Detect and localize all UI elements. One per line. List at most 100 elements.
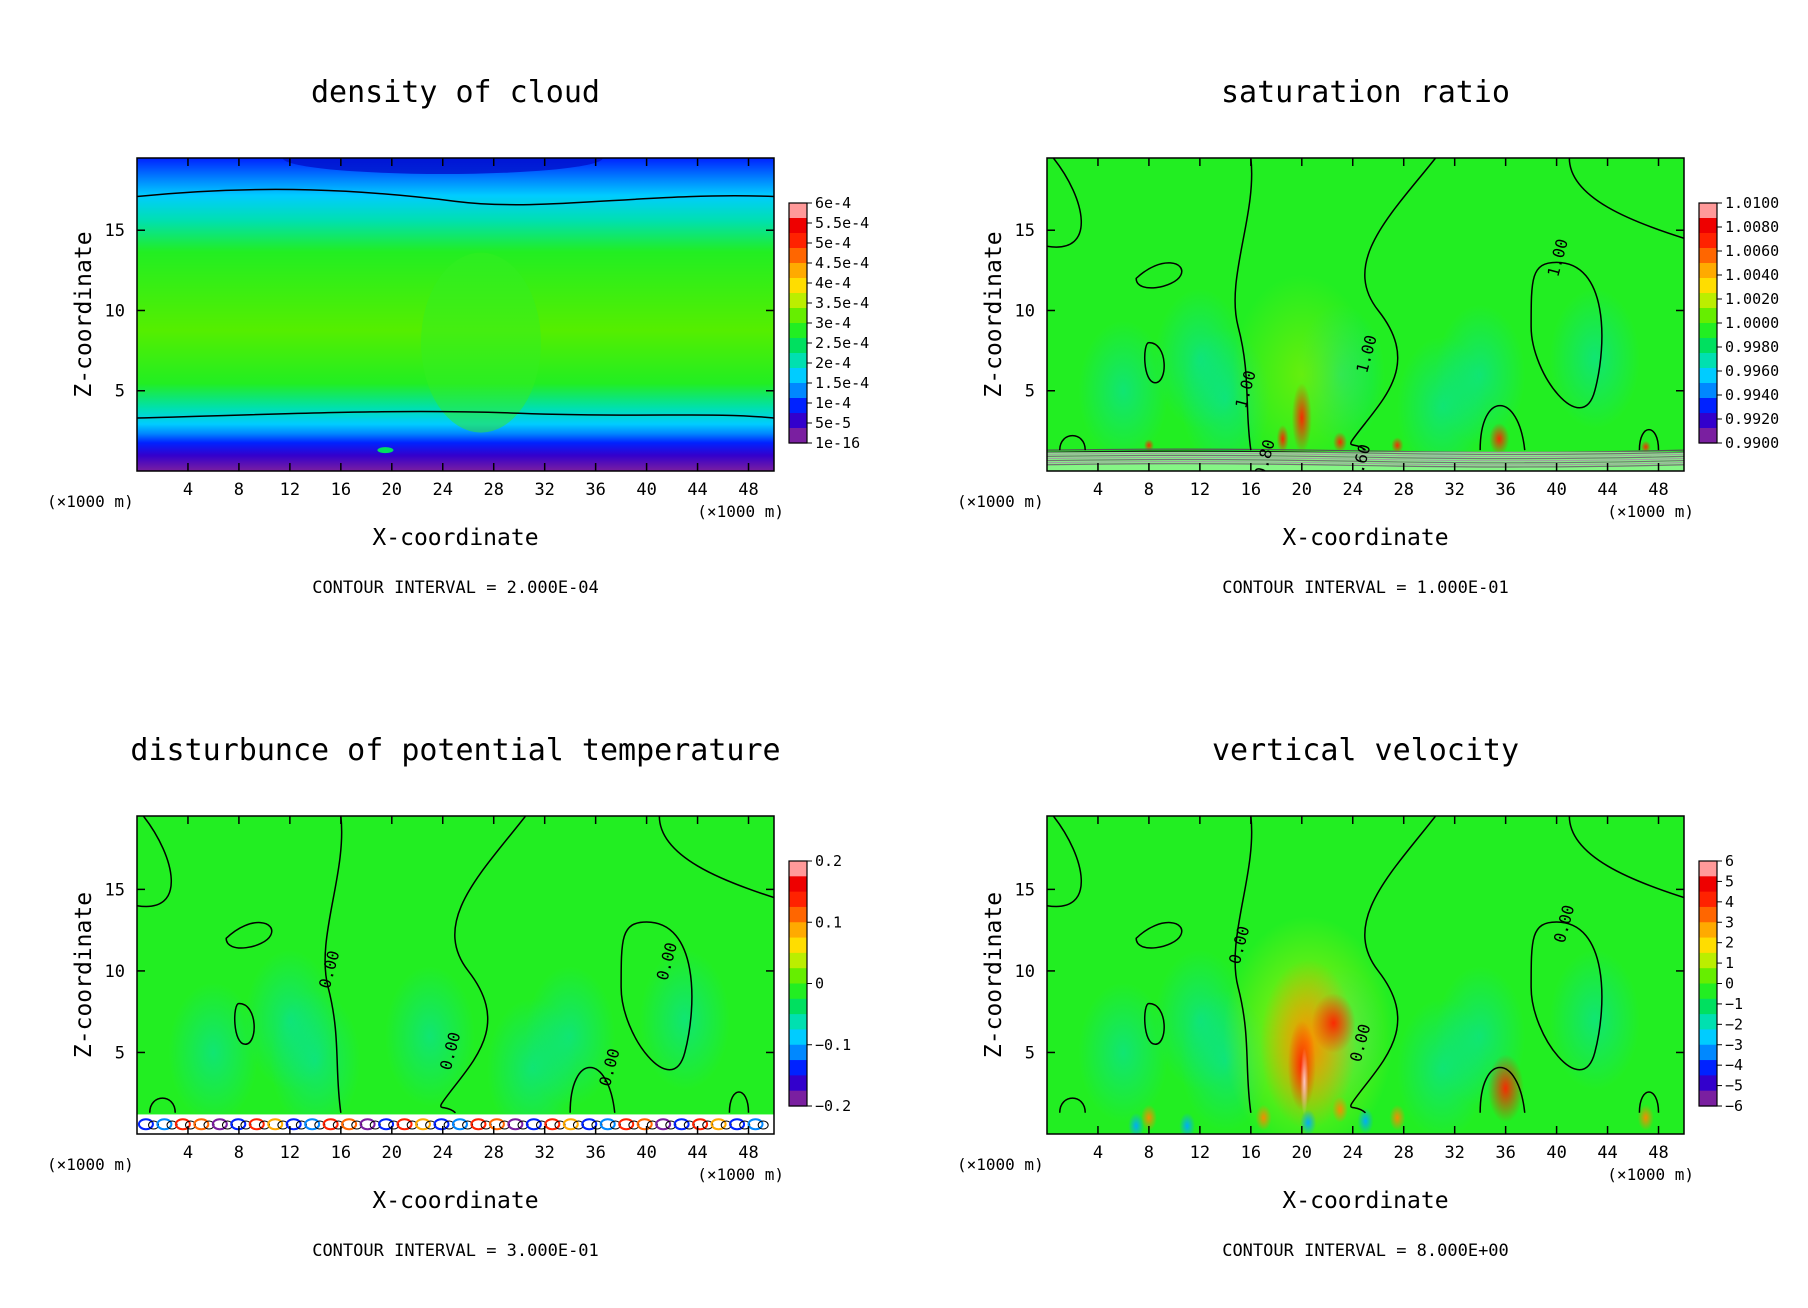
colorbar-label: 0.9940 bbox=[1725, 386, 1779, 404]
supersat-cell bbox=[1489, 422, 1510, 455]
colorbar-swatch bbox=[789, 1090, 807, 1107]
x-tick-label: 16 bbox=[331, 480, 351, 500]
x-tick-label: 24 bbox=[433, 1143, 453, 1163]
colorbar-swatch bbox=[789, 398, 807, 414]
surface-eddy bbox=[480, 1120, 492, 1130]
x-tick-label: 4 bbox=[183, 1143, 193, 1163]
contour-line bbox=[1638, 429, 1660, 451]
surface-eddy bbox=[646, 1120, 658, 1130]
plume bbox=[420, 252, 541, 433]
contour-line bbox=[1638, 1091, 1660, 1113]
colorbar-label: 6e-4 bbox=[815, 194, 851, 212]
colorbar-label: 3e-4 bbox=[815, 314, 851, 332]
dry-layer bbox=[1047, 451, 1684, 471]
updraft-core bbox=[1487, 1054, 1524, 1123]
contour-line bbox=[137, 188, 774, 206]
x-tick-label: 16 bbox=[331, 1143, 351, 1163]
colorbar-swatch bbox=[1699, 248, 1717, 264]
field: 0.000.000.00 bbox=[1047, 816, 1684, 1134]
x-tick-label: 28 bbox=[483, 480, 503, 500]
y-axis-label: Z-coordinate bbox=[71, 892, 97, 1058]
plot-frame bbox=[136, 815, 775, 1135]
surface-eddy bbox=[720, 1120, 732, 1130]
colorbar-swatch bbox=[789, 278, 807, 294]
contour-line bbox=[1047, 450, 1684, 456]
contour-line bbox=[324, 816, 343, 1113]
contour-line bbox=[1568, 158, 1684, 239]
contour-line bbox=[1047, 448, 1684, 453]
colorbar-swatch bbox=[1699, 218, 1717, 234]
colorbar-label: 1.0040 bbox=[1725, 266, 1779, 284]
colorbar-swatch bbox=[789, 383, 807, 399]
x-unit-left: (×1000 m) bbox=[957, 492, 1044, 511]
surface-eddy bbox=[406, 1120, 418, 1130]
surface-eddy bbox=[396, 1118, 413, 1131]
surface-eddy bbox=[451, 1118, 468, 1131]
contour-line bbox=[1234, 158, 1253, 451]
colorbar-label: 1.0080 bbox=[1725, 218, 1779, 236]
colorbar-label: −3 bbox=[1725, 1036, 1743, 1054]
colorbar-swatch bbox=[1699, 353, 1717, 369]
colorbar-label: 1.0000 bbox=[1725, 314, 1779, 332]
y-tick-label: 15 bbox=[105, 880, 125, 900]
colorbar-swatch bbox=[789, 428, 807, 444]
supersat-cell bbox=[1143, 439, 1154, 452]
colorbar-swatch bbox=[1699, 308, 1717, 324]
contour-interval: CONTOUR INTERVAL = 2.000E-04 bbox=[312, 578, 599, 598]
colorbar-label: 2.5e-4 bbox=[815, 334, 869, 352]
surface-eddy bbox=[137, 1118, 154, 1131]
colorbar: 6 5 4 3 2 1 0 −1 −2 −3 −4 −5 −6 bbox=[1698, 852, 1743, 1115]
supersat-cell bbox=[1291, 383, 1312, 454]
x-unit-right: (×1000 m) bbox=[697, 502, 784, 521]
surface-eddy bbox=[425, 1120, 437, 1130]
x-tick-label: 32 bbox=[534, 1143, 554, 1163]
x-tick-label: 12 bbox=[280, 1143, 300, 1163]
surface-eddy bbox=[462, 1120, 474, 1130]
surface-eddy bbox=[351, 1120, 363, 1130]
colorbar-label: 0.9960 bbox=[1725, 362, 1779, 380]
x-tick-label: 12 bbox=[280, 480, 300, 500]
surface-eddy bbox=[673, 1118, 690, 1131]
contour-line bbox=[620, 921, 693, 1071]
small-cell bbox=[1255, 1104, 1272, 1131]
colorbar-label: −0.1 bbox=[815, 1036, 851, 1054]
cool-patch bbox=[244, 949, 335, 1090]
x-tick-label: 4 bbox=[1093, 1143, 1103, 1163]
surface-eddy bbox=[729, 1118, 746, 1131]
surface-eddy bbox=[295, 1120, 307, 1130]
y-tick-label: 5 bbox=[115, 1043, 125, 1063]
contour-line bbox=[569, 1067, 616, 1113]
colorbar-swatch bbox=[1699, 937, 1717, 954]
colorbar-swatch bbox=[789, 937, 807, 954]
surface-eddy bbox=[304, 1118, 321, 1131]
colorbar-swatch bbox=[789, 263, 807, 279]
colorbar-swatch bbox=[1699, 263, 1717, 279]
chart-title: density of cloud bbox=[311, 75, 600, 110]
cool-patch bbox=[1549, 949, 1640, 1090]
contour-line bbox=[1144, 341, 1165, 384]
x-tick-label: 40 bbox=[1546, 480, 1566, 500]
small-cell bbox=[1357, 1107, 1374, 1134]
contour-line bbox=[225, 921, 273, 949]
contour-line bbox=[1135, 262, 1183, 289]
small-cell bbox=[1332, 1096, 1349, 1123]
surface-eddy bbox=[156, 1118, 173, 1131]
x-axis-label: X-coordinate bbox=[372, 1188, 538, 1214]
supersat-cell bbox=[1276, 424, 1289, 453]
x-tick-label: 28 bbox=[1393, 1143, 1413, 1163]
surface-eddy bbox=[665, 1120, 677, 1130]
colorbar-swatch bbox=[1699, 1075, 1717, 1092]
colorbar: 0.2 0.1 0 −0.1 −0.2 bbox=[788, 852, 851, 1115]
colorbar-swatch bbox=[1699, 1044, 1717, 1061]
surface-eddy bbox=[702, 1120, 714, 1130]
contour-interval: CONTOUR INTERVAL = 8.000E+00 bbox=[1222, 1241, 1509, 1261]
contour-line bbox=[1479, 1067, 1526, 1113]
x-tick-label: 12 bbox=[1190, 480, 1210, 500]
x-tick-label: 8 bbox=[234, 1143, 244, 1163]
surface-eddy bbox=[710, 1118, 727, 1131]
plot-frame bbox=[136, 157, 775, 472]
colorbar-label: 0.1 bbox=[815, 913, 842, 931]
x-tick-label: 32 bbox=[1444, 480, 1464, 500]
